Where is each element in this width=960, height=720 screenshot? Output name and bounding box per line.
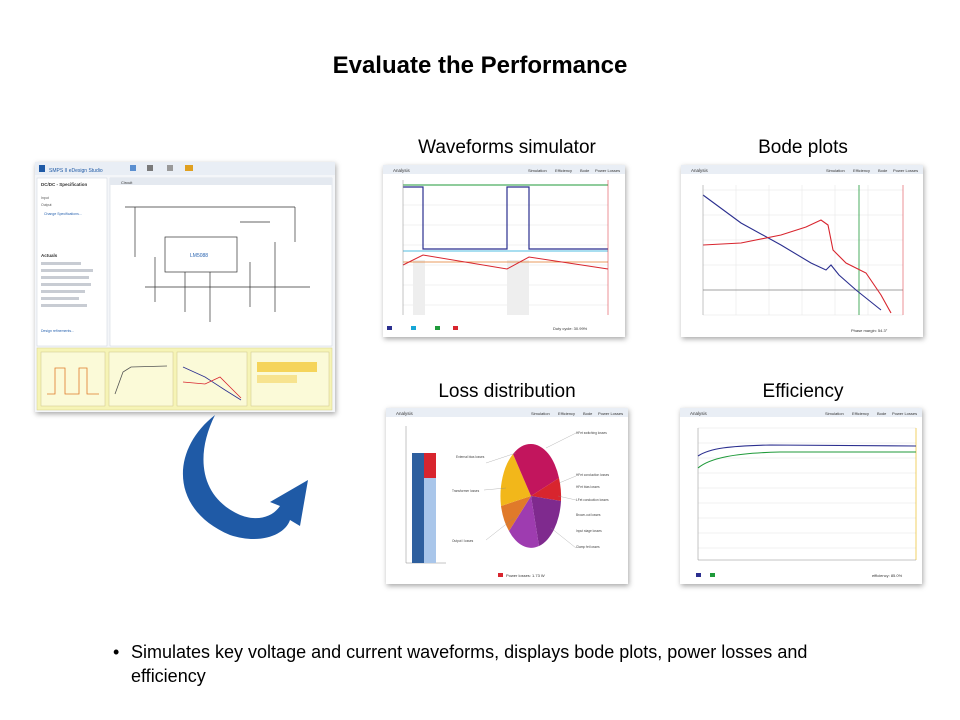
wave-analysis-tab: Analysis bbox=[393, 168, 411, 173]
pie-label-4: Brown-out losses bbox=[576, 513, 601, 517]
loss-tab-sim: Simulation bbox=[531, 411, 550, 416]
bode-tab-eff: Efficiency bbox=[853, 168, 870, 173]
designer-screenshot: SMPS II eDesign Studio DC/DC - Specifica… bbox=[35, 162, 335, 412]
spec-line-0: Input bbox=[41, 196, 49, 200]
label-bode: Bode plots bbox=[758, 137, 848, 158]
wave-tab-bode: Bode bbox=[580, 168, 590, 173]
pie-label-0: HFet switching losses bbox=[576, 431, 607, 435]
pie-label-7: Output I losses bbox=[452, 539, 474, 543]
spec-title: DC/DC - Specification bbox=[41, 182, 88, 187]
bullet-marker: • bbox=[113, 642, 120, 662]
eff-tab-loss: Power Losses bbox=[892, 411, 917, 416]
designer-app-title: SMPS II eDesign Studio bbox=[49, 168, 103, 174]
pie-label-1: HFet conduction losses bbox=[576, 473, 610, 477]
loss-analysis-tab: Analysis bbox=[396, 411, 414, 416]
spec-line-1: Output bbox=[41, 203, 52, 207]
label-efficiency: Efficiency bbox=[762, 381, 844, 402]
label-waveforms: Waveforms simulator bbox=[418, 137, 596, 158]
eff-tab-eff: Efficiency bbox=[852, 411, 869, 416]
bullet-text: Simulates key voltage and current wavefo… bbox=[131, 642, 808, 686]
slide-title: Evaluate the Performance bbox=[332, 52, 628, 79]
pie-label-9: External bias losses bbox=[456, 455, 485, 459]
eff-tab-sim: Simulation bbox=[825, 411, 844, 416]
bode-tab-sim: Simulation bbox=[826, 168, 845, 173]
eff-analysis-tab: Analysis bbox=[690, 411, 708, 416]
loss-footer: Power losses: 1.73 W bbox=[506, 573, 545, 578]
ic-label: LM5088 bbox=[190, 253, 208, 259]
waveforms-screenshot: Analysis Simulation Efficiency Bode Powe… bbox=[383, 165, 625, 337]
spec-line-2: Change Specifications... bbox=[44, 212, 82, 216]
bode-analysis-tab: Analysis bbox=[691, 168, 709, 173]
wave-tab-sim: Simulation bbox=[528, 168, 547, 173]
bode-tab-loss: Power Losses bbox=[893, 168, 918, 173]
wave-tab-loss: Power Losses bbox=[595, 168, 620, 173]
design-refinements-link: Design refinements... bbox=[41, 329, 74, 333]
wave-tab-eff: Efficiency bbox=[555, 168, 572, 173]
eff-footer: efficiency: 85.0% bbox=[872, 573, 903, 578]
efficiency-screenshot: Analysis Simulation Efficiency Bode Powe… bbox=[680, 408, 922, 584]
loss-tab-bode: Bode bbox=[583, 411, 593, 416]
loss-screenshot: Analysis Simulation Efficiency Bode Powe… bbox=[386, 408, 628, 584]
pie-label-6: Clamp fet losses bbox=[576, 545, 600, 549]
bode-screenshot: Analysis Simulation Efficiency Bode Powe… bbox=[681, 165, 923, 337]
pie-label-5: Input stage losses bbox=[576, 529, 602, 533]
wave-footer: Duty cycle: 30.99% bbox=[553, 326, 588, 331]
eff-tab-bode: Bode bbox=[877, 411, 887, 416]
bode-footer: Phase margin: 54.3° bbox=[851, 328, 888, 333]
loss-tab-loss: Power Losses bbox=[598, 411, 623, 416]
bode-tab-bode: Bode bbox=[878, 168, 888, 173]
label-loss: Loss distribution bbox=[438, 381, 576, 402]
actuals-title: Actuals bbox=[41, 253, 58, 258]
loss-tab-eff: Efficiency bbox=[558, 411, 575, 416]
pie-label-2: HFet bias losses bbox=[576, 485, 600, 489]
curved-arrow-icon bbox=[182, 415, 308, 540]
pie-label-3: LFet conduction losses bbox=[576, 498, 609, 502]
circuit-tab: Circuit bbox=[121, 180, 133, 185]
pie-label-8: Transformer losses bbox=[452, 489, 480, 493]
